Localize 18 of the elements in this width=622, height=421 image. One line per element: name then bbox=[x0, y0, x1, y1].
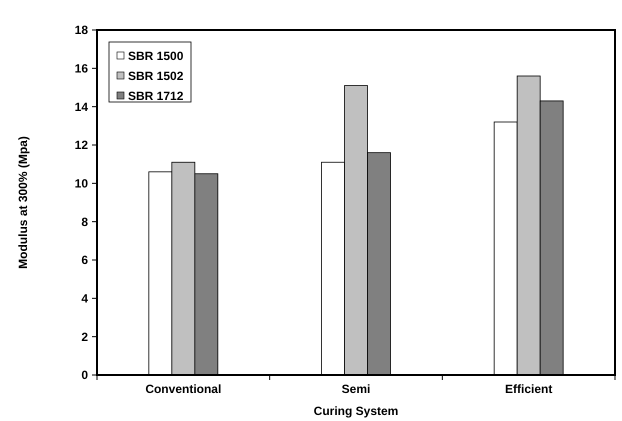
x-axis-title: Curing System bbox=[314, 404, 398, 418]
y-tick-label: 16 bbox=[74, 62, 88, 76]
y-tick-label: 2 bbox=[81, 330, 88, 344]
y-tick-label: 12 bbox=[74, 138, 88, 152]
y-tick-label: 10 bbox=[74, 176, 88, 191]
y-tick-label: 4 bbox=[81, 292, 88, 306]
legend-label: SBR 1502 bbox=[128, 69, 184, 84]
legend-label: SBR 1500 bbox=[128, 49, 184, 64]
x-tick-label: Semi bbox=[342, 382, 370, 396]
legend-label: SBR 1712 bbox=[128, 89, 184, 104]
y-axis-title: Modulus at 300% (Mpa) bbox=[16, 136, 30, 269]
y-tick-label: 0 bbox=[81, 368, 88, 382]
x-tick-label: Efficient bbox=[504, 382, 552, 396]
y-tick-label: 14 bbox=[74, 100, 88, 114]
y-tick-label: 6 bbox=[81, 253, 88, 268]
y-tick-label: 18 bbox=[74, 23, 88, 38]
x-tick-label: Conventional bbox=[145, 382, 222, 396]
y-tick-label: 8 bbox=[81, 214, 88, 229]
